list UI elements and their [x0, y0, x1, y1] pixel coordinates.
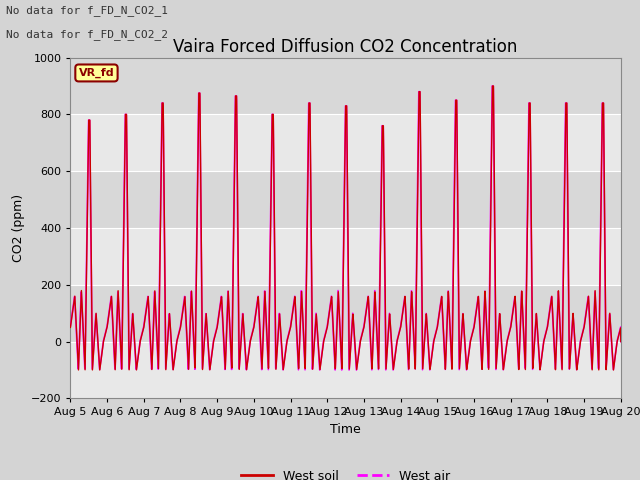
Text: No data for f_FD_N_CO2_2: No data for f_FD_N_CO2_2 [6, 29, 168, 40]
Bar [70, 114, 621, 171]
Title: Vaira Forced Diffusion CO2 Concentration: Vaira Forced Diffusion CO2 Concentration [173, 38, 518, 56]
Legend: West soil, West air: West soil, West air [236, 465, 455, 480]
Bar [70, 285, 621, 342]
Text: No data for f_FD_N_CO2_1: No data for f_FD_N_CO2_1 [6, 5, 168, 16]
Y-axis label: CO2 (ppm): CO2 (ppm) [12, 194, 26, 262]
Bar [70, 58, 621, 114]
Text: VR_fd: VR_fd [79, 68, 115, 78]
Bar [70, 228, 621, 285]
Bar [70, 342, 621, 398]
Bar [70, 171, 621, 228]
X-axis label: Time: Time [330, 423, 361, 436]
